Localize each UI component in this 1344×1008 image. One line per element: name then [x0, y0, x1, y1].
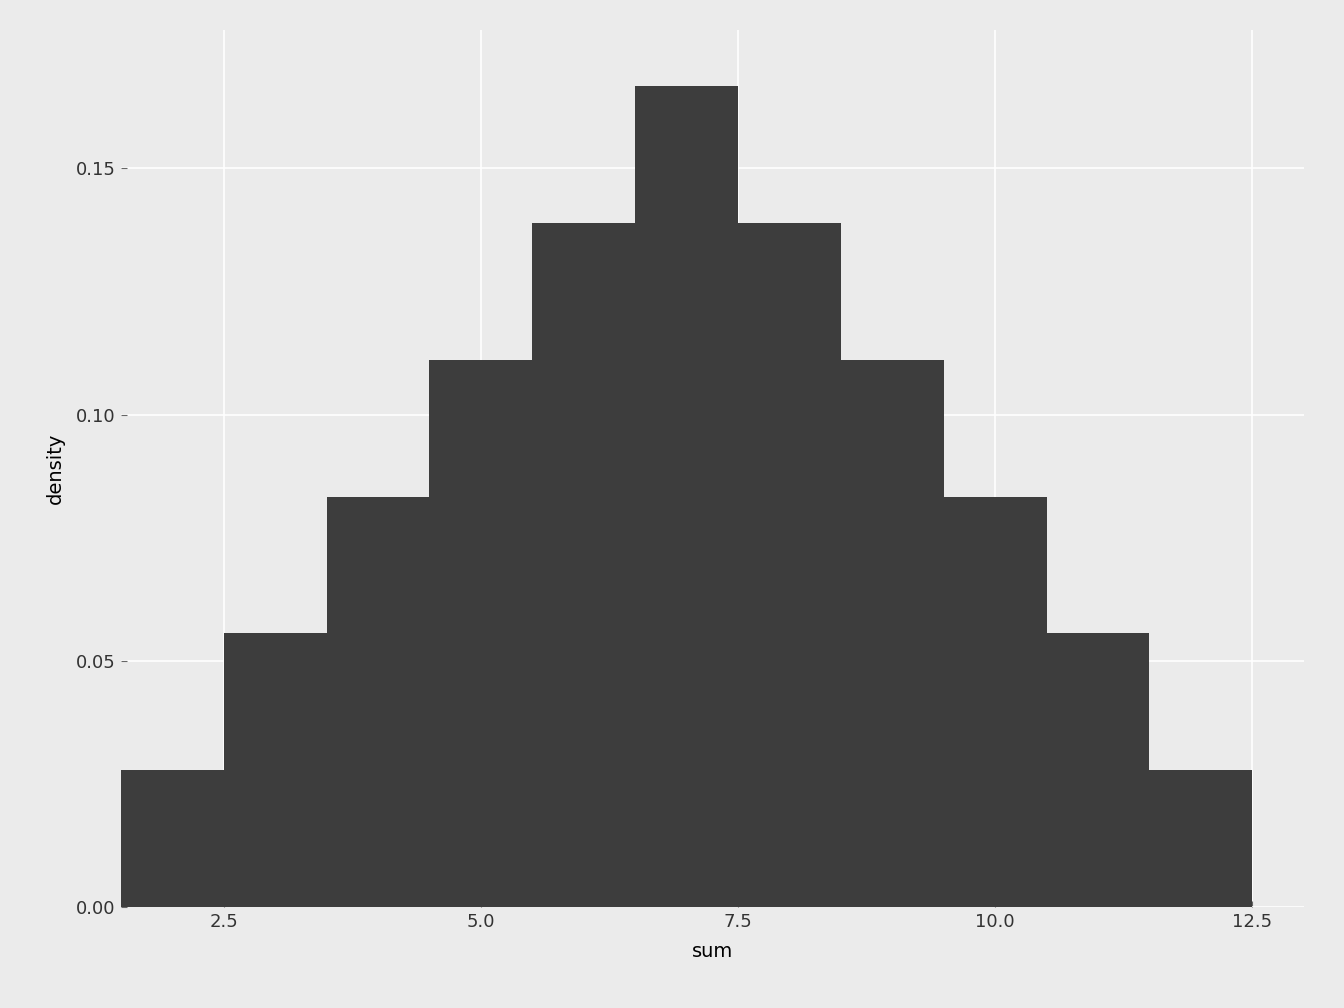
Bar — [738, 223, 841, 907]
Bar — [943, 497, 1047, 907]
Bar — [532, 223, 636, 907]
Bar — [224, 633, 327, 907]
Bar — [1149, 770, 1253, 907]
Y-axis label: density: density — [46, 433, 65, 504]
Bar — [841, 360, 943, 907]
Bar — [636, 86, 738, 907]
Bar — [327, 497, 430, 907]
Bar — [121, 770, 224, 907]
X-axis label: sum: sum — [692, 941, 732, 961]
Bar — [1047, 633, 1149, 907]
Bar — [430, 360, 532, 907]
